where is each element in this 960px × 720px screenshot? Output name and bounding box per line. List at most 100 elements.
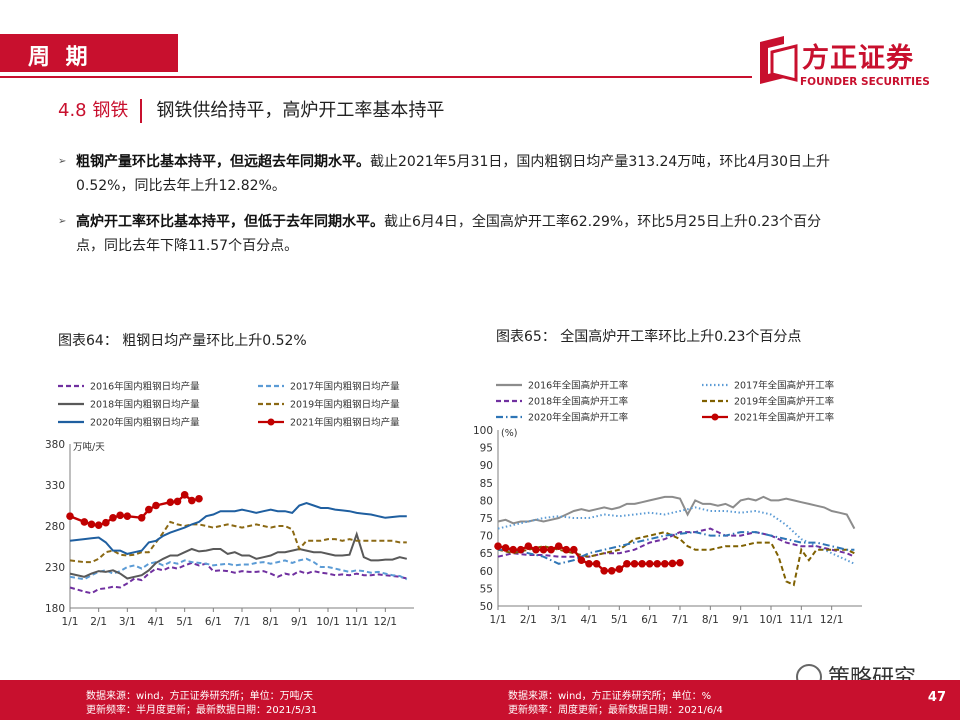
series-line (69, 531, 408, 580)
data-point (166, 498, 175, 507)
figure-64-source: 数据来源：wind，方正证券研究所；单位：万吨/天 更新频率：半月度更新；最新数… (86, 690, 317, 718)
y-tick-label: 60 (480, 566, 493, 578)
figure-65-update-line: 更新频率：周度更新；最新数据日期：2021/6/4 (508, 705, 723, 716)
y-tick-label: 80 (480, 495, 493, 507)
x-tick-label: 9/1 (732, 614, 749, 626)
data-point (532, 545, 540, 554)
y-tick-label: 100 (473, 425, 493, 437)
figure-64-update-line: 更新频率：半月度更新；最新数据日期：2021/5/31 (86, 705, 318, 716)
data-point (554, 542, 563, 550)
y-tick-label: 280 (45, 521, 65, 533)
data-point (116, 511, 124, 520)
data-point (137, 514, 146, 522)
x-tick-label: 2/1 (520, 614, 537, 626)
header-rule (0, 76, 752, 78)
figure-65-title: 图表65： 全国高炉开工率环比上升0.23个百分点 (496, 329, 802, 345)
x-tick-label: 3/1 (550, 614, 567, 626)
data-point (501, 544, 510, 552)
x-tick-label: 8/1 (262, 616, 279, 628)
y-tick-label: 65 (480, 548, 493, 560)
legend-marker (267, 418, 275, 426)
legend-label: 2017年全国高炉开工率 (734, 380, 835, 392)
data-point (630, 559, 639, 568)
data-point (562, 545, 571, 554)
y-tick-label: 50 (480, 601, 493, 613)
data-point (152, 501, 160, 510)
data-point (645, 559, 654, 568)
legend-label: 2020年国内粗钢日均产量 (90, 417, 200, 429)
data-point (80, 518, 89, 526)
figure-65-source: 数据来源：wind，方正证券研究所；单位：% 更新频率：周度更新；最新数据日期：… (508, 690, 723, 718)
data-point (577, 556, 586, 565)
legend-label: 2021年国内粗钢日均产量 (290, 417, 400, 429)
data-point (524, 542, 533, 550)
data-point (509, 545, 517, 554)
x-tick-label: 8/1 (702, 614, 719, 626)
data-point (180, 491, 189, 499)
legend-marker (711, 413, 719, 421)
data-point (188, 496, 196, 505)
bullet-2: ➢ 高炉开工率环比基本持平，但低于去年同期水平。截止6月4日，全国高炉开工率62… (58, 210, 848, 258)
data-point (195, 494, 203, 503)
data-point (539, 545, 548, 554)
header-tag: 周 期 (0, 34, 178, 72)
section-divider (140, 99, 143, 123)
x-tick-label: 7/1 (672, 614, 689, 626)
x-tick-label: 9/1 (291, 616, 308, 628)
x-tick-label: 12/1 (820, 614, 844, 626)
section-number: 4.8 钢铁 (58, 100, 129, 121)
series-line (69, 561, 408, 595)
y-tick-label: 230 (45, 562, 65, 574)
x-tick-label: 1/1 (62, 616, 79, 628)
y-axis-unit: 万吨/天 (73, 441, 105, 453)
data-point (676, 558, 684, 567)
x-tick-label: 2/1 (90, 616, 107, 628)
x-tick-label: 11/1 (345, 616, 369, 628)
y-tick-label: 55 (480, 583, 493, 595)
data-point (102, 518, 110, 527)
data-point (494, 542, 502, 550)
bullet-2-bold: 高炉开工率环比基本持平，但低于去年同期水平。 (76, 214, 384, 230)
chart-crude-steel-output: 2016年国内粗钢日均产量 2017年国内粗钢日均产量 2018年国内粗钢日均产量 2… (45, 381, 414, 628)
x-tick-label: 5/1 (176, 616, 193, 628)
data-point (66, 512, 74, 520)
data-point (547, 545, 555, 554)
x-tick-label: 6/1 (641, 614, 658, 626)
series-line (497, 527, 855, 558)
data-point (607, 567, 616, 575)
data-point (516, 545, 525, 554)
y-tick-label: 85 (480, 478, 493, 490)
y-tick-label: 380 (45, 439, 65, 451)
data-point (173, 497, 182, 506)
y-tick-label: 70 (480, 531, 493, 543)
logo-en: FOUNDER SECURITIES (800, 76, 930, 88)
legend-label: 2016年全国高炉开工率 (528, 380, 629, 392)
bullet-1-text: 截止2021年5月31日，国内粗钢日均产量313.24万吨，环比4月30日上升0… (76, 154, 831, 194)
x-tick-label: 4/1 (581, 614, 598, 626)
figure-64-title: 图表64： 粗钢日均产量环比上升0.52% (58, 333, 307, 349)
y-tick-label: 75 (480, 513, 493, 525)
data-point (570, 545, 578, 554)
data-point (638, 559, 646, 568)
x-tick-label: 12/1 (374, 616, 398, 628)
company-logo: 方正证券 FOUNDER SECURITIES (752, 34, 932, 94)
legend-label: 2019年国内粗钢日均产量 (290, 399, 400, 411)
data-point (145, 505, 153, 514)
section-heading: 4.8 钢铁 钢铁供给持平，高炉开工率基本持平 (58, 96, 444, 123)
y-tick-label: 95 (480, 443, 493, 455)
series-line (498, 531, 855, 565)
x-tick-label: 5/1 (611, 614, 628, 626)
series-line (69, 520, 407, 564)
series-line (69, 501, 407, 555)
bullet-arrow-icon: ➢ (58, 156, 67, 167)
data-point (600, 567, 608, 575)
legend-label: 2020年全国高炉开工率 (528, 412, 629, 424)
x-tick-label: 10/1 (316, 616, 340, 628)
legend-label: 2021年全国高炉开工率 (734, 412, 835, 424)
logo-cn: 方正证券 (802, 43, 914, 74)
data-point (615, 565, 624, 573)
x-tick-label: 11/1 (790, 614, 814, 626)
data-point (123, 512, 132, 520)
data-point (653, 559, 662, 568)
figure-65-source-line: 数据来源：wind，方正证券研究所；单位：% (508, 691, 712, 702)
